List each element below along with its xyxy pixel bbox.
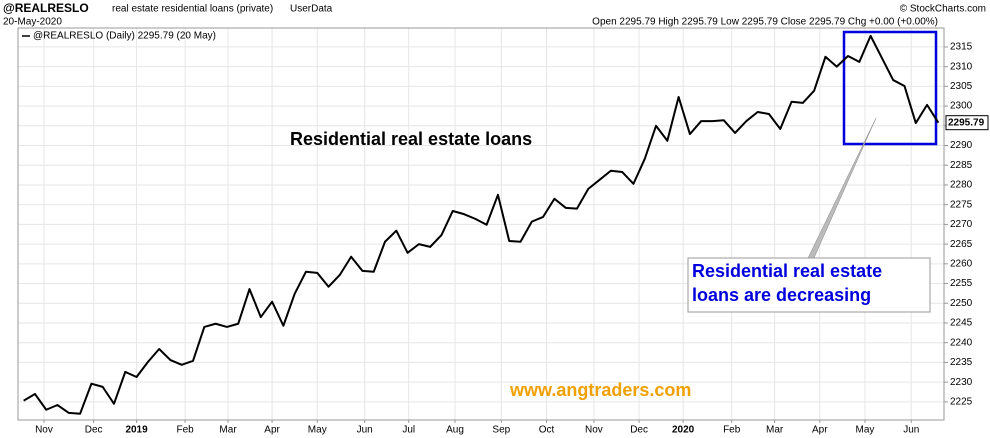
x-tick-label: Apr (264, 425, 280, 436)
x-tick-label: Feb (177, 425, 195, 436)
last-value-tag (945, 115, 989, 131)
symbol: @REALRESLO (3, 1, 89, 15)
y-tick-label: 2275 (950, 199, 973, 210)
x-tick-label: 2020 (672, 425, 695, 436)
y-tick-label: 2285 (950, 160, 973, 171)
x-tick-label: Jun (357, 425, 373, 436)
y-tick-label: 2265 (950, 239, 973, 250)
x-tick-label: 2019 (125, 425, 148, 436)
x-tick-label: Nov (35, 425, 53, 436)
last-value-label: 2295.79 (948, 117, 985, 128)
description: real estate residential loans (private) (112, 4, 273, 15)
callout-box (687, 257, 931, 313)
x-tick-label: Mar (766, 425, 784, 436)
y-tick-label: 2315 (950, 42, 973, 53)
y-tick-label: 2300 (950, 101, 973, 112)
y-tick-label: 2225 (950, 396, 973, 407)
y-tick-label: 2230 (950, 377, 973, 388)
y-tick-label: 2255 (950, 278, 973, 289)
website: www.angtraders.com (509, 380, 691, 400)
y-tick-label: 2290 (950, 140, 973, 151)
y-tick-label: 2240 (950, 337, 973, 348)
y-tick-label: 2280 (950, 180, 973, 191)
legend-label: @REALRESLO (Daily) 2295.79 (20 May) (33, 31, 216, 42)
x-tick-label: Apr (812, 425, 828, 436)
x-tick-label: Dec (630, 425, 648, 436)
ohlc: Open 2295.79 High 2295.79 Low 2295.79 Cl… (592, 17, 938, 28)
credit: © StockCharts.com (900, 4, 986, 15)
x-tick-label: Jun (903, 425, 919, 436)
x-tick-label: May (855, 425, 874, 436)
x-tick-label: Mar (219, 425, 237, 436)
x-tick-label: Dec (85, 425, 103, 436)
x-tick-label: Feb (723, 425, 741, 436)
x-tick-label: Oct (539, 425, 555, 436)
y-tick-label: 2310 (950, 61, 973, 72)
date: 20-May-2020 (3, 17, 62, 28)
y-tick-label: 2260 (950, 258, 973, 269)
source: UserData (290, 4, 333, 15)
line (23, 34, 940, 415)
x-tick-label: Jul (402, 425, 415, 436)
annotation: Residential real estate loans (290, 129, 532, 149)
y-tick-label: 2305 (950, 81, 973, 92)
y-tick-label: 2250 (950, 298, 973, 309)
callout: Residential real estate loans are decrea… (692, 261, 883, 305)
y-tick-label: 2245 (950, 318, 973, 329)
highlight-box (842, 30, 938, 146)
x-tick-label: Nov (585, 425, 603, 436)
y-tick-label: 2235 (950, 357, 973, 368)
y-tick-label: 2270 (950, 219, 973, 230)
x-tick-label: May (308, 425, 327, 436)
callout-text: Residential real estate loans are decrea… (692, 261, 883, 305)
x-tick-label: Aug (446, 425, 464, 436)
x-tick-label: Sep (492, 425, 510, 436)
